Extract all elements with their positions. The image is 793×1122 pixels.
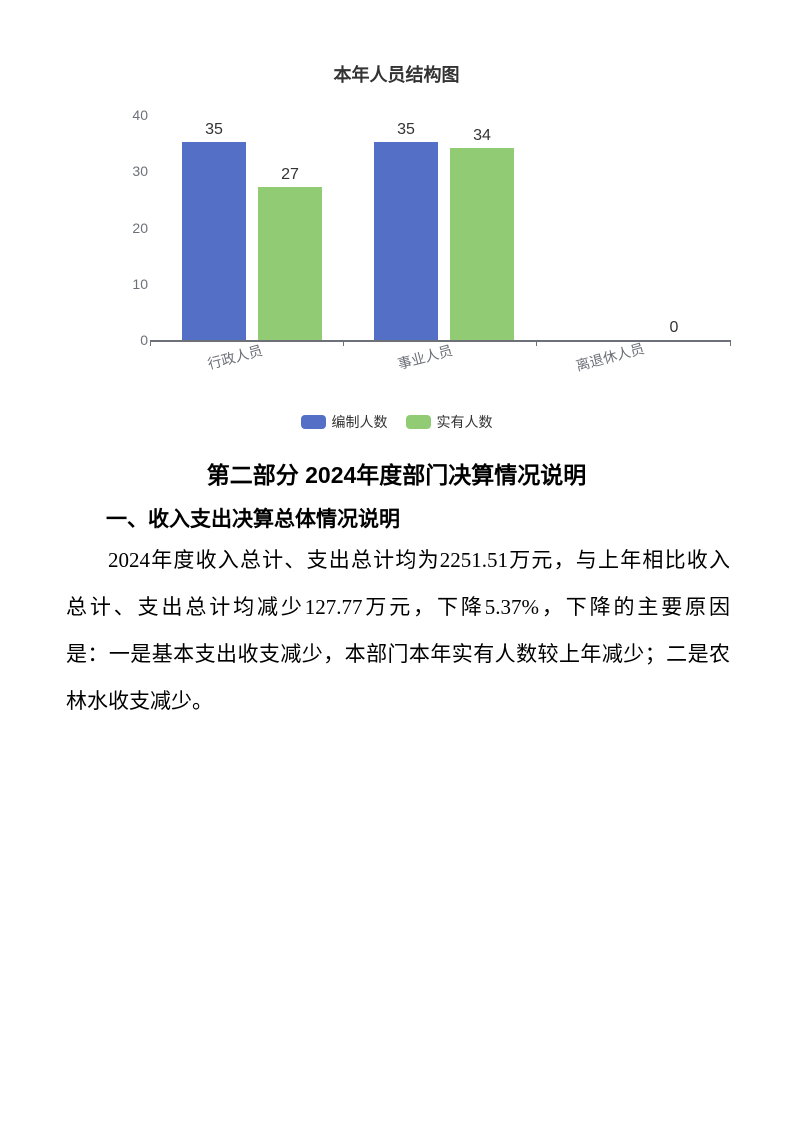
- legend-swatch-green: [405, 415, 431, 429]
- bar-value-label: 0: [669, 319, 679, 336]
- x-axis-tick: [536, 341, 537, 346]
- legend-label: 编制人数: [331, 414, 388, 430]
- bar-actual-admin: 27: [258, 165, 322, 340]
- x-axis-tick: [730, 341, 731, 346]
- legend-item-authorized: 编制人数: [300, 412, 388, 432]
- paragraph-line: 林水收支减少。: [66, 689, 213, 713]
- y-axis-tick-label: 20: [132, 220, 148, 236]
- bar-actual-institution: 34: [450, 126, 514, 340]
- section-heading: 一、收入支出决算总体情况说明: [106, 508, 400, 531]
- chart-title: 本年人员结构图: [333, 65, 460, 85]
- paragraph-line: 总计、支出总计均减少127.77万元，下降5.37%，下降的主要原因: [66, 595, 730, 619]
- x-axis-line: [150, 340, 731, 342]
- bar-actual-retired: 0: [642, 318, 706, 340]
- bar-value-label: 27: [281, 166, 299, 183]
- legend-swatch-blue: [300, 415, 326, 429]
- chart-bar: [182, 142, 246, 340]
- paragraph-line: 是：一是基本支出收支减少，本部门本年实有人数较上年减少；二是农: [66, 642, 730, 666]
- x-axis-tick: [150, 341, 151, 346]
- y-axis-tick-label: 40: [132, 107, 148, 123]
- chart-bar: [258, 187, 322, 340]
- body-paragraph: 2024年度收入总计、支出总计均为2251.51万元，与上年相比收入 总计、支出…: [66, 537, 730, 725]
- legend-item-actual: 实有人数: [405, 412, 493, 432]
- chart-bar: [374, 142, 438, 340]
- bar-authorized-admin: 35: [182, 120, 246, 340]
- bar-value-label: 34: [473, 127, 491, 144]
- chart-legend: 编制人数 实有人数: [0, 412, 793, 432]
- x-axis-tick: [343, 341, 344, 346]
- y-axis-tick-label: 10: [132, 276, 148, 292]
- bar-value-label: 35: [397, 121, 415, 138]
- y-axis-tick-label: 0: [140, 332, 148, 348]
- y-axis-tick-label: 30: [132, 163, 148, 179]
- x-axis-category-label: 离退休人员: [574, 340, 646, 374]
- chart-bar: [450, 148, 514, 340]
- bar-authorized-institution: 35: [374, 120, 438, 340]
- bar-value-label: 35: [205, 121, 223, 138]
- legend-label: 实有人数: [436, 414, 493, 430]
- part-heading: 第二部分 2024年度部门决算情况说明: [206, 462, 587, 488]
- paragraph-line: 2024年度收入总计、支出总计均为2251.51万元，与上年相比收入: [108, 548, 730, 572]
